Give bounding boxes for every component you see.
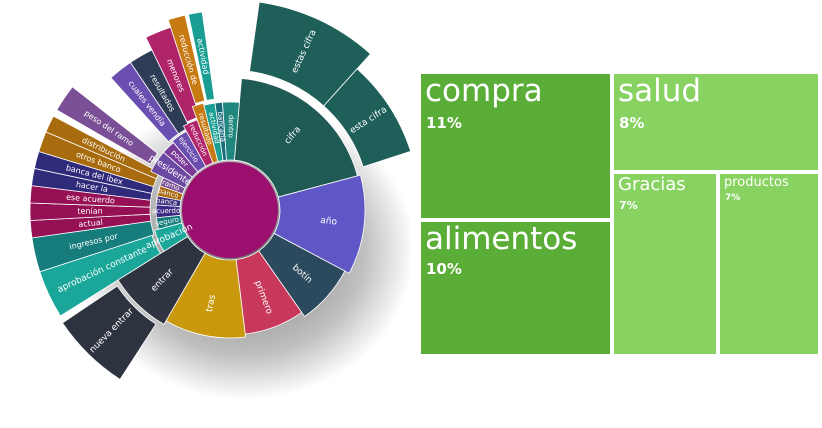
treemap-cell-alimentos[interactable]: alimentos 10% xyxy=(419,220,612,356)
sunburst-label-ese-acuerdo: ese acuerdo xyxy=(66,193,116,206)
sunburst-segment-ano[interactable] xyxy=(273,174,366,274)
treemap-word-gracias: Gracias xyxy=(618,174,686,195)
sunburst-label-tenian: tenían xyxy=(77,207,102,216)
treemap-cell-compra[interactable]: compra 11% xyxy=(419,72,612,220)
treemap-percent-gracias: 7% xyxy=(619,199,638,212)
treemap-percent-salud: 8% xyxy=(619,114,645,132)
sunburst-chart: cifraañobotínprimerotrasentraraprobación… xyxy=(29,1,410,400)
sunburst-label-bancaria: bancaria xyxy=(216,111,227,142)
sunburst-root[interactable] xyxy=(182,162,278,258)
sunburst-segment-actividad[interactable] xyxy=(187,11,215,101)
sunburst-segment-botin[interactable] xyxy=(258,232,346,318)
treemap-percent-compra: 11% xyxy=(426,114,462,132)
treemap-word-productos: productos xyxy=(724,175,789,190)
sunburst-segment-nueva-entrar[interactable] xyxy=(61,285,157,380)
treemap-word-compra: compra xyxy=(425,73,543,109)
sunburst-label-actual: actual xyxy=(78,218,103,229)
sunburst-segment-estas-cifra[interactable] xyxy=(249,1,372,107)
treemap-word-alimentos: alimentos xyxy=(425,221,578,257)
sunburst-label-ano: año xyxy=(320,216,338,228)
sunburst-label-acuerdo: acuerdo xyxy=(152,207,181,215)
sunburst-label-banca: banca xyxy=(156,196,178,207)
treemap-percent-productos: 7% xyxy=(725,193,741,203)
sunburst-segment-entrar[interactable] xyxy=(117,235,206,325)
treemap-cell-salud[interactable]: salud 8% xyxy=(612,72,820,172)
treemap-percent-alimentos: 10% xyxy=(426,260,462,278)
sunburst-segment-esta-cifra[interactable] xyxy=(323,68,410,168)
sunburst-segment-reduccion-de[interactable] xyxy=(167,14,206,104)
treemap-cell-productos[interactable]: productos 7% xyxy=(718,172,820,356)
sunburst-segment-cifra[interactable] xyxy=(233,78,358,198)
treemap-word-salud: salud xyxy=(618,73,702,109)
sunburst-label-tras: tras xyxy=(205,294,218,313)
sunburst-segment-peso-del-ramo[interactable] xyxy=(56,86,159,165)
treemap-cell-gracias[interactable]: Gracias 7% xyxy=(612,172,718,356)
sunburst-label-dentro: dentro xyxy=(227,115,235,138)
sunburst-segment-dentro[interactable] xyxy=(222,101,240,161)
treemap-chart: compra 11% alimentos 10% salud 8% Gracias 7% pro… xyxy=(419,72,820,356)
